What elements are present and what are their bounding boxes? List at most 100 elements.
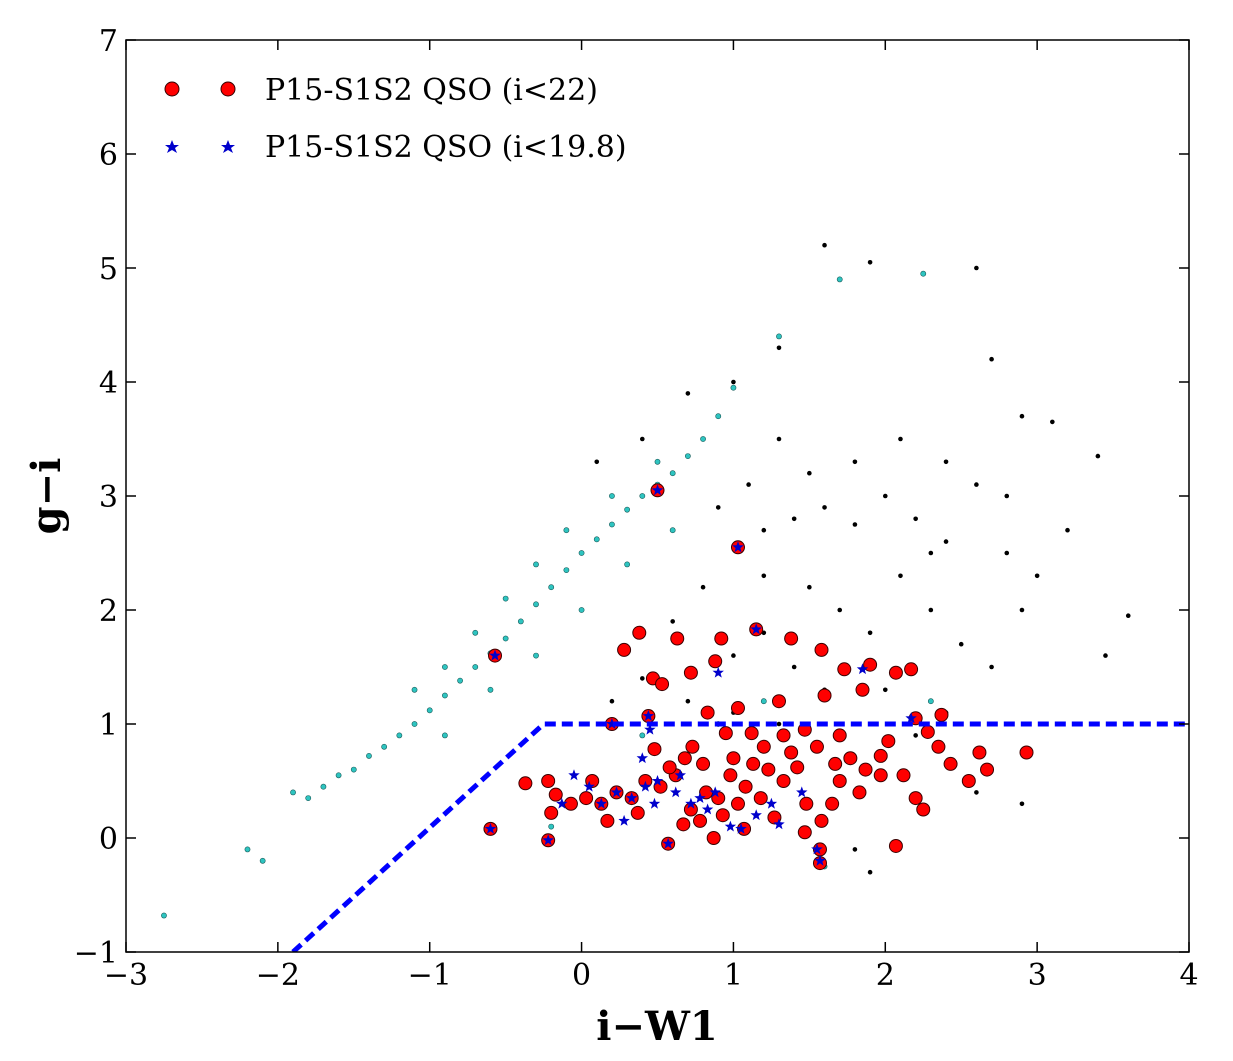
stellar-point	[244, 846, 251, 853]
qso-i22-point	[676, 817, 691, 832]
qso-i198-star	[651, 775, 664, 786]
x-tick-label: −3	[104, 958, 148, 993]
qso-i198-star	[639, 780, 652, 792]
qso-i22-point	[916, 802, 931, 817]
qso-i22-point	[809, 739, 824, 754]
stellar-point	[715, 413, 722, 420]
qso-i22-point	[544, 805, 559, 820]
field-point	[1004, 493, 1010, 499]
qso-i198-star	[750, 623, 762, 635]
y-tick-label: 1	[99, 708, 118, 743]
qso-i22-point	[563, 796, 578, 811]
qso-i22-point	[920, 724, 935, 739]
legend-star-marker-2	[221, 140, 235, 153]
y-tick-label: 3	[99, 480, 118, 515]
qso-i22-point	[814, 642, 829, 657]
field-point	[594, 459, 600, 465]
field-point	[852, 847, 858, 852]
stellar-point	[836, 276, 843, 283]
qso-i198-star	[750, 809, 762, 821]
field-point	[776, 436, 782, 442]
qso-i198-star	[674, 769, 686, 781]
qso-i198-star	[618, 814, 630, 826]
stellar-point	[578, 550, 585, 556]
stellar-point	[441, 664, 448, 670]
field-point	[1019, 607, 1025, 613]
qso-i198-star	[642, 710, 655, 721]
qso-i22-point	[714, 631, 729, 646]
qso-i198-star	[811, 843, 823, 855]
qso-i22-point	[683, 665, 698, 680]
field-point	[731, 653, 736, 658]
qso-i22-point	[837, 662, 852, 677]
y-tick-label: 2	[99, 594, 118, 629]
stellar-point	[381, 743, 388, 750]
qso-i198-star	[732, 541, 744, 553]
field-point	[958, 641, 964, 647]
qso-i22-point	[790, 760, 805, 775]
field-point	[1125, 613, 1131, 618]
stellar-point	[320, 783, 327, 790]
field-point	[1065, 527, 1070, 533]
field-point	[837, 607, 843, 613]
ticks-layer: −3 −2 −1 0 1 2 3 4 −1 0 1 2 3 4 5 6 7	[74, 24, 1199, 993]
qso-i198-star	[610, 786, 623, 798]
y-tick-label: 6	[99, 138, 118, 173]
field-point	[731, 379, 736, 385]
field-point	[776, 721, 782, 727]
qso-i22-point	[753, 791, 768, 806]
qso-i198-star	[724, 820, 737, 832]
legend-label-qso-i198: P15-S1S2 QSO (i<19.8)	[265, 130, 627, 165]
field-point	[1034, 573, 1040, 579]
legend-circle-marker-2	[220, 81, 236, 97]
stellar-point	[920, 270, 927, 277]
qso-i198-star	[856, 663, 869, 675]
qso-i22-point	[825, 796, 840, 811]
field-point	[670, 619, 675, 624]
qso-i198-star	[765, 797, 778, 809]
field-point	[609, 698, 615, 704]
qso-i22-point	[858, 762, 873, 777]
qso-i22-point	[756, 739, 771, 754]
qso-i22-point	[931, 739, 946, 754]
field-point	[807, 584, 812, 590]
qso-i22-point	[972, 745, 987, 760]
qso-i22-point	[670, 631, 685, 646]
qso-i22-point	[832, 774, 847, 788]
qso-i198-star	[709, 786, 721, 798]
qso-i22-point	[723, 768, 738, 783]
field-point	[913, 516, 918, 522]
qso-i22-point	[685, 739, 700, 754]
field-point	[852, 459, 858, 465]
field-point	[882, 687, 888, 693]
field-point	[852, 522, 858, 527]
field-point	[1095, 453, 1101, 459]
field-point	[685, 698, 691, 704]
qso-i22-point	[817, 688, 832, 703]
stellar-point	[730, 384, 737, 391]
qso-i198-star	[735, 822, 747, 834]
stellar-point	[259, 857, 266, 864]
stellar-point	[441, 732, 448, 739]
stellar-point	[472, 629, 479, 636]
field-point	[685, 391, 691, 396]
stellar-point	[411, 721, 418, 727]
field-point	[943, 459, 949, 465]
field-point	[791, 664, 797, 670]
qso-i22-point	[934, 707, 949, 722]
stellar-point	[366, 753, 372, 759]
qso-i22-point	[730, 796, 745, 811]
qso-i22-point	[961, 774, 976, 788]
stellar-point	[502, 595, 509, 602]
stellar-point	[548, 584, 555, 591]
qso-i198-star	[484, 822, 497, 834]
y-tick-label: 7	[99, 24, 118, 59]
qso-i22-point	[617, 642, 632, 657]
qso-i22-point	[548, 787, 563, 802]
stellar-point	[624, 506, 631, 513]
stellar-point	[441, 692, 448, 699]
qso-i22-point	[855, 682, 870, 697]
qso-i22-point	[776, 728, 791, 743]
stellar-point	[502, 635, 509, 642]
